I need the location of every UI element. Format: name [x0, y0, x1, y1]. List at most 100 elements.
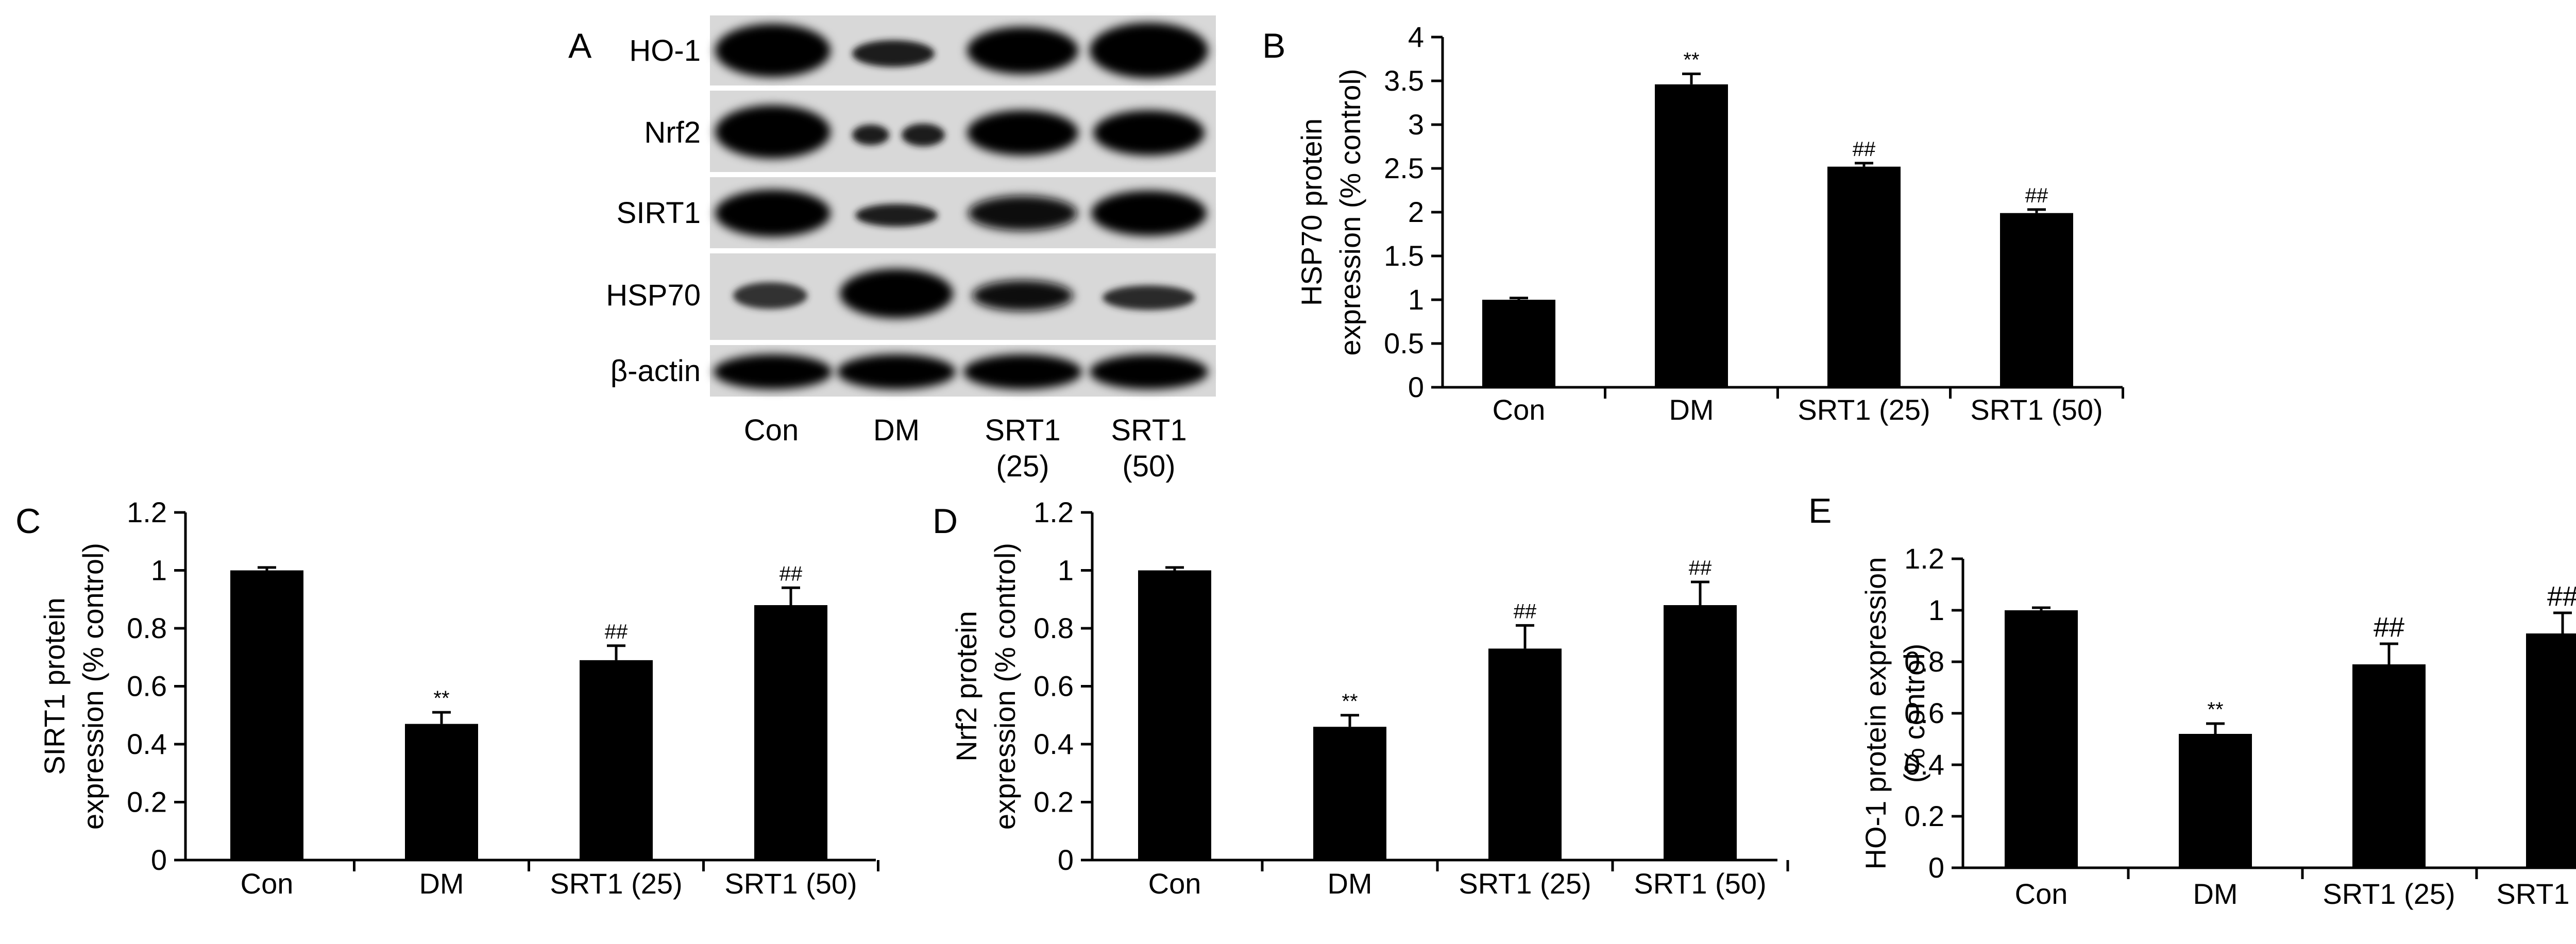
category-label-b: DM	[1669, 393, 1714, 426]
y-tick-label-e: 1	[1928, 594, 1944, 626]
blot-lane-dm: DM	[873, 414, 920, 447]
category-label-e: SRT1 (50)	[2496, 878, 2576, 910]
bar-c	[405, 724, 478, 860]
chart-hsp70: 0 0.5 1 1.5 2 2.5 3 3.5 4 Con ** DM ## SRT1 (25) ## SRT…	[1295, 21, 2124, 426]
y-tick-label-e: 0.8	[1904, 645, 1944, 678]
blot-lane-srt1-50: SRT1	[1111, 414, 1187, 447]
blot-strip-sirt1	[710, 177, 1216, 248]
y-axis-title-d: expression (% control)	[989, 543, 1021, 830]
y-axis-title-b: expression (% control)	[1334, 68, 1366, 355]
bar-e	[2005, 610, 2078, 868]
blot-lane-srt1-50-dose: (50)	[1122, 450, 1175, 483]
panel-label-d: D	[933, 502, 958, 541]
y-tick-label-b: 0.5	[1384, 327, 1424, 359]
bar-c	[754, 605, 827, 860]
y-tick-label-d: 0.8	[1033, 612, 1074, 644]
blot-label-nrf2: Nrf2	[644, 116, 701, 149]
blot-label-hsp70: HSP70	[606, 279, 701, 312]
significance-mark-e: ##	[2547, 581, 2576, 612]
panel-label-b: B	[1262, 26, 1285, 65]
blot-lane-srt1-25-dose: (25)	[996, 450, 1049, 483]
y-tick-label-d: 0	[1058, 844, 1074, 876]
blot-lane-srt1-25: SRT1	[985, 414, 1060, 447]
bar-d	[1313, 727, 1386, 860]
bar-e	[2352, 664, 2426, 868]
bar-c	[230, 570, 303, 860]
panel-label-c: C	[15, 502, 41, 541]
category-label-d: SRT1 (25)	[1459, 867, 1591, 900]
category-label-e: Con	[2015, 878, 2068, 910]
y-tick-label-c: 1	[151, 554, 167, 587]
y-tick-label-c: 1.2	[127, 496, 167, 528]
bar-e	[2526, 633, 2576, 868]
blot-strip-beta-actin	[710, 345, 1216, 397]
panel-label-e: E	[1808, 491, 1832, 530]
category-label-e: SRT1 (25)	[2323, 878, 2455, 910]
y-axis-title-e: HO-1 protein expression	[1859, 557, 1892, 870]
y-tick-label-e: 0.2	[1904, 800, 1944, 832]
bar-b	[1482, 300, 1555, 387]
category-label-e: DM	[2193, 878, 2238, 910]
y-tick-label-d: 1	[1058, 554, 1074, 587]
category-label-d: SRT1 (50)	[1634, 867, 1766, 900]
significance-mark-c: ##	[779, 562, 803, 585]
category-label-b: Con	[1493, 393, 1546, 426]
y-tick-label-e: 0	[1928, 851, 1944, 884]
blot-strip-nrf2	[710, 91, 1216, 172]
y-axis-title-c: expression (% control)	[77, 543, 109, 830]
significance-mark-b: ##	[1853, 138, 1876, 161]
chart-ho1: 0 0.2 0.4 0.6 0.8 1 1.2 Con ** DM ## SRT1 (25) ## SRT…	[1859, 542, 2576, 910]
y-tick-label-b: 1.5	[1384, 239, 1424, 272]
y-tick-label-c: 0.4	[127, 728, 167, 760]
blot-lane-con: Con	[744, 414, 799, 447]
significance-mark-d: ##	[1514, 600, 1537, 623]
category-label-b: SRT1 (25)	[1798, 393, 1930, 426]
panel-label-a: A	[568, 26, 592, 65]
blot-strip-ho1	[710, 15, 1216, 85]
significance-mark-e: **	[2207, 698, 2223, 721]
y-axis-title-c: SIRT1 protein	[38, 597, 71, 775]
bar-b	[1827, 166, 1901, 387]
y-tick-label-d: 0.6	[1033, 670, 1074, 702]
bar-d	[1664, 605, 1737, 860]
y-tick-label-b: 1	[1408, 283, 1424, 316]
y-tick-label-e: 1.2	[1904, 542, 1944, 575]
y-axis-title-b: HSP70 protein	[1295, 118, 1328, 306]
chart-nrf2: 0 0.2 0.4 0.6 0.8 1 1.2 Con ** DM ## SRT1 (25) ## SRT…	[950, 496, 1789, 900]
y-axis-title-d: Nrf2 protein	[950, 611, 982, 762]
category-label-c: Con	[241, 867, 294, 900]
y-tick-label-c: 0.2	[127, 786, 167, 818]
y-tick-label-d: 0.2	[1033, 786, 1074, 818]
category-label-c: DM	[419, 867, 464, 900]
category-label-d: Con	[1148, 867, 1201, 900]
y-tick-label-b: 0	[1408, 371, 1424, 403]
bar-b	[2000, 213, 2073, 387]
western-blot: HO-1 Nrf2 SIRT1 HSP70 β-actin Con DM SRT…	[606, 15, 1216, 483]
bar-b	[1655, 84, 1728, 388]
category-label-c: SRT1 (50)	[724, 867, 857, 900]
bar-d	[1488, 648, 1562, 860]
y-tick-label-e: 0.4	[1904, 748, 1944, 781]
y-tick-label-b: 2	[1408, 196, 1424, 228]
y-tick-label-b: 3.5	[1384, 64, 1424, 97]
y-tick-label-c: 0.6	[127, 670, 167, 702]
significance-mark-c: **	[433, 687, 449, 710]
significance-mark-b: ##	[2025, 184, 2048, 207]
y-tick-label-c: 0	[151, 844, 167, 876]
y-tick-label-b: 4	[1408, 21, 1424, 53]
category-label-b: SRT1 (50)	[1970, 393, 2103, 426]
significance-mark-d: ##	[1689, 557, 1712, 579]
category-label-d: DM	[1327, 867, 1372, 900]
y-tick-label-b: 3	[1408, 108, 1424, 141]
significance-mark-c: ##	[605, 621, 628, 643]
blot-label-beta-actin: β-actin	[611, 354, 701, 388]
blot-label-ho1: HO-1	[629, 34, 701, 67]
chart-sirt1: 0 0.2 0.4 0.6 0.8 1 1.2 Con ** DM ## SRT1 (25) ## SRT…	[38, 496, 879, 900]
y-tick-label-b: 2.5	[1384, 152, 1424, 184]
bar-c	[580, 660, 653, 860]
significance-mark-b: **	[1683, 48, 1699, 71]
y-tick-label-c: 0.8	[127, 612, 167, 644]
y-tick-label-d: 1.2	[1033, 496, 1074, 528]
significance-mark-e: ##	[2374, 612, 2404, 643]
